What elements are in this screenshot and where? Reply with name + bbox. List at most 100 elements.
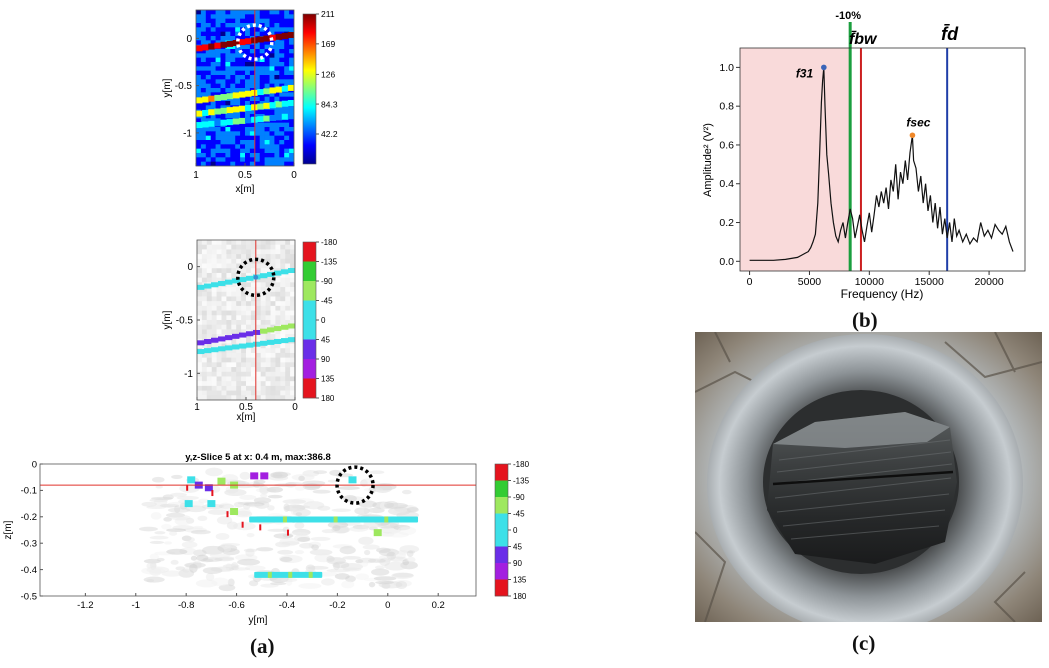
- amp-cell: [220, 31, 226, 37]
- phase-cell: [231, 254, 237, 260]
- amp-cell: [220, 79, 226, 84]
- amp-cell: [259, 127, 265, 132]
- slice-plot-frame: [39, 463, 477, 597]
- amp-cell: [259, 53, 265, 58]
- slice-texture-blob: [231, 562, 239, 569]
- slice-texture-blob: [190, 529, 211, 535]
- amp-cell: [215, 83, 221, 89]
- amp-cell: [220, 27, 226, 32]
- phase-cell: [285, 249, 291, 255]
- phase-cell: [216, 287, 222, 293]
- phase-y-ticks: 0-0.5-1: [176, 262, 200, 380]
- slice-blob-2: [204, 484, 213, 492]
- phase-cell: [285, 244, 291, 250]
- amp-cell: [215, 92, 221, 97]
- slice-cb-segment: [495, 480, 508, 498]
- slice-texture-blob: [302, 483, 321, 491]
- slice-y-tick-label: 0: [32, 459, 37, 470]
- phase-band-1: [197, 340, 205, 346]
- spectrum-label-minus10: -10%: [835, 10, 861, 22]
- phase-cell: [246, 338, 252, 344]
- phase-cell: [231, 329, 237, 335]
- phase-cell: [280, 329, 286, 335]
- amp-cell: [249, 10, 256, 15]
- phase-cell: [236, 320, 242, 326]
- phase-cell: [211, 305, 217, 311]
- amp-cell: [245, 27, 251, 32]
- amp-cell: [220, 144, 226, 149]
- slice-segment-accent: [308, 571, 313, 578]
- phase-cell: [197, 258, 203, 264]
- slice-texture-blob: [211, 577, 229, 587]
- phase-cell: [260, 348, 266, 354]
- amp-cell: [200, 131, 207, 136]
- phase-cell: [250, 367, 257, 373]
- phase-cell: [290, 272, 295, 278]
- amp-cell: [259, 148, 265, 154]
- amp-cell: [249, 96, 256, 102]
- phase-cb-tick-label: -135: [321, 258, 338, 267]
- phase-cell: [201, 272, 208, 278]
- phase-cell: [255, 320, 261, 326]
- amp-cell: [230, 27, 236, 32]
- amp-cell: [210, 144, 216, 149]
- amp-cell: [279, 53, 285, 58]
- amp-cell: [230, 31, 236, 37]
- phase-cb-segment: [303, 261, 316, 282]
- amp-cell: [220, 62, 226, 67]
- amp-cell: [235, 140, 241, 145]
- amp-cell: [289, 40, 294, 45]
- amp-cell: [200, 27, 207, 32]
- amp-cell: [284, 109, 290, 115]
- amp-cell: [225, 83, 231, 89]
- phase-cell: [275, 357, 281, 363]
- amp-cell: [225, 135, 231, 141]
- phase-cb-tick-label: 45: [321, 336, 330, 345]
- phase-x-tick-label: 0.5: [239, 402, 253, 413]
- slice-title: y,z-Slice 5 at x: 0.4 m, max:386.8: [185, 452, 331, 463]
- amp-cell: [230, 70, 236, 76]
- phase-cell: [290, 343, 295, 349]
- phase-cell: [260, 301, 266, 307]
- phase-cell: [290, 315, 295, 321]
- phase-cell: [246, 272, 252, 278]
- amp-cell: [240, 49, 246, 54]
- slice-texture-blob: [151, 496, 173, 500]
- phase-cell: [216, 263, 222, 269]
- slice-texture-blob: [327, 479, 337, 483]
- slice-cb-segment: [495, 579, 508, 597]
- amp-band-2: [257, 103, 264, 110]
- slice-texture-blob: [170, 559, 179, 565]
- phase-cell: [216, 395, 222, 400]
- amp-cell: [274, 161, 280, 166]
- phase-cell: [290, 395, 295, 400]
- amp-cell: [215, 53, 221, 58]
- phase-cell: [226, 352, 232, 358]
- phase-cell: [290, 348, 295, 354]
- amp-cell: [259, 44, 265, 50]
- amp-cell: [249, 109, 256, 115]
- phase-colorbar: [302, 241, 317, 399]
- amp-cell: [196, 70, 202, 76]
- phase-cell: [206, 352, 212, 358]
- amp-cell: [289, 92, 294, 97]
- phase-cell: [290, 362, 295, 368]
- amp-cell: [205, 92, 211, 97]
- phase-cell: [246, 268, 252, 274]
- amp-cell: [279, 10, 285, 15]
- amp-cell: [220, 127, 226, 132]
- amp-cell: [249, 44, 256, 50]
- slice-blob-3: [217, 477, 226, 485]
- amp-y-tick-label: -0.5: [175, 81, 193, 92]
- spectrum-y-tick-label: 1.0: [719, 62, 734, 74]
- phase-cell: [255, 395, 261, 400]
- phase-cell: [270, 310, 276, 316]
- amp-cell: [200, 79, 207, 84]
- amp-cell: [225, 101, 231, 106]
- phase-cell: [201, 296, 208, 302]
- amp-cell: [240, 83, 246, 89]
- amp-cell: [274, 157, 280, 162]
- amp-cell: [196, 57, 202, 63]
- amp-cell: [245, 14, 251, 19]
- amp-cell: [269, 79, 275, 84]
